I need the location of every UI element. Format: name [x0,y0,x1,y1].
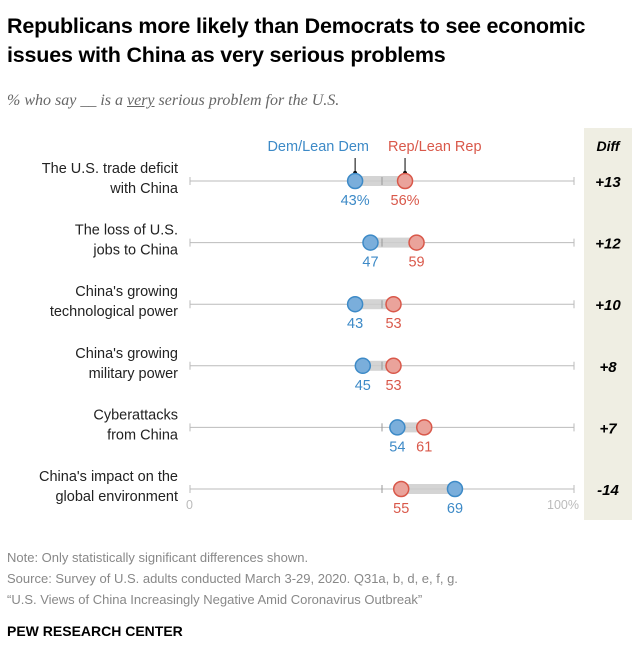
rep-dot [392,480,410,498]
row-label: The U.S. trade deficit [42,161,178,177]
gap-bar [370,237,417,248]
row-label: global environment [55,489,178,505]
gap-bar [362,360,394,371]
dot-plot: Diff Dem/Lean Dem Rep/Lean Rep The U.S. tra… [39,128,632,520]
dem-value-label: 43 [347,316,363,332]
rep-dot [396,172,414,190]
row-label: The loss of U.S. [75,223,178,239]
gap-bar [355,299,394,310]
dem-value-label: 47 [362,255,378,271]
dem-dot [362,234,379,251]
row-label: technological power [50,304,178,320]
row-label: with China [109,181,179,197]
dem-value-label: 43% [341,193,370,209]
diff-value: +7 [599,420,617,437]
subtitle-text: % who say __ is a [7,92,127,109]
diff-value: +12 [595,236,621,253]
row-label: military power [89,366,179,382]
gap-bar [355,176,406,186]
row-label: Cyberattacks [93,407,178,423]
gap-bar [397,422,425,433]
dem-value-label: 69 [447,501,463,517]
diff-value: +10 [595,297,621,314]
rep-value-label: 56% [391,193,420,209]
subtitle-text-end: serious problem for the U.S. [154,92,340,109]
diff-value: +13 [595,174,621,191]
axis-label-min: 0 [186,498,193,512]
row-label: from China [107,427,179,443]
gap-bar [401,484,455,494]
subtitle-emphasis: very [127,92,155,109]
rep-value-label: 61 [416,439,432,455]
rep-value-label: 53 [385,316,401,332]
dem-value-label: 45 [355,378,371,394]
brand-logo-text: PEW RESEARCH CENTER [7,623,183,639]
rep-dot [408,234,425,251]
dem-dot [346,295,364,313]
rep-value-label: 59 [408,255,424,271]
dem-value-label: 54 [389,439,405,455]
chart-title: Republicans more likely than Democrats t… [7,14,586,67]
dem-dot [354,357,372,375]
legend-rep: Rep/Lean Rep [388,139,482,155]
notes: Note: Only statistically significant dif… [7,547,458,610]
row-label: China's growing [75,346,178,362]
diff-column-bg [584,128,632,520]
diff-value: +8 [599,359,617,376]
note-text: Note: Only statistically significant dif… [7,550,309,565]
rep-dot [385,295,402,313]
axis-label-max: 100% [547,498,579,512]
rep-dot [385,357,402,375]
dem-dot [389,419,406,436]
legend-dem: Dem/Lean Dem [267,139,369,155]
rep-dot [415,419,433,436]
report-text: “U.S. Views of China Increasingly Negati… [7,592,423,607]
diff-value: -14 [597,482,619,499]
row-label: China's impact on the [39,469,178,485]
diff-header: Diff [596,138,620,154]
row-label: China's growing [75,284,178,300]
source-text: Source: Survey of U.S. adults conducted … [7,571,458,586]
rep-value-label: 55 [393,501,409,517]
chart-subtitle: % who say __ is a very serious problem f… [7,92,339,110]
dem-dot [346,172,364,190]
rep-value-label: 53 [385,378,401,394]
dem-dot [446,480,464,498]
row-label: jobs to China [92,243,179,259]
